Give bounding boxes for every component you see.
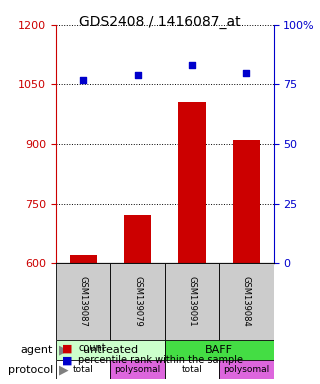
Text: total: total <box>73 365 94 374</box>
Point <box>189 62 195 68</box>
Text: ■: ■ <box>62 355 73 365</box>
Bar <box>56 340 165 360</box>
Text: ▶: ▶ <box>59 363 69 376</box>
Text: GSM139079: GSM139079 <box>133 276 142 327</box>
Text: agent: agent <box>20 345 53 355</box>
Text: percentile rank within the sample: percentile rank within the sample <box>78 355 244 365</box>
Bar <box>165 263 219 340</box>
Point <box>244 70 249 76</box>
Text: polysomal: polysomal <box>115 365 161 374</box>
Text: GSM139084: GSM139084 <box>242 276 251 327</box>
Bar <box>70 255 97 263</box>
Text: count: count <box>78 343 106 353</box>
Text: total: total <box>181 365 203 374</box>
Point <box>81 77 86 83</box>
Text: GDS2408 / 1416087_at: GDS2408 / 1416087_at <box>79 15 241 28</box>
Text: ■: ■ <box>62 343 73 353</box>
Bar <box>110 263 165 340</box>
Bar <box>165 360 219 379</box>
Bar <box>233 140 260 263</box>
Text: protocol: protocol <box>8 364 53 375</box>
Bar <box>165 340 274 360</box>
Text: GSM139087: GSM139087 <box>79 276 88 327</box>
Bar <box>219 360 274 379</box>
Text: untreated: untreated <box>83 345 138 355</box>
Bar <box>56 263 110 340</box>
Bar <box>110 360 165 379</box>
Bar <box>219 263 274 340</box>
Text: ▶: ▶ <box>59 343 69 356</box>
Text: polysomal: polysomal <box>223 365 269 374</box>
Point <box>135 72 140 78</box>
Bar <box>56 360 110 379</box>
Bar <box>124 215 151 263</box>
Text: GSM139091: GSM139091 <box>188 276 196 327</box>
Text: BAFF: BAFF <box>205 345 233 355</box>
Bar <box>179 103 206 263</box>
